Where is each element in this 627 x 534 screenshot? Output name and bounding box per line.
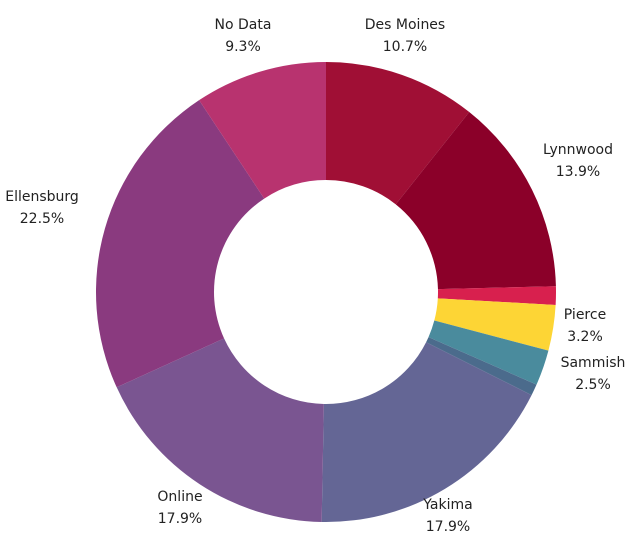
donut-segment (199, 62, 326, 199)
segment-label: Pierce (564, 307, 606, 323)
segment-label: Ellensburg (5, 189, 79, 205)
segment-label: No Data (215, 17, 272, 33)
segment-value: 13.9% (556, 164, 600, 180)
segment-label: Online (157, 489, 202, 505)
donut-segment (116, 338, 324, 522)
donut-segment (326, 62, 470, 205)
segment-value: 22.5% (20, 211, 64, 227)
segment-label: Des Moines (365, 17, 445, 33)
segment-value: 9.3% (225, 39, 261, 55)
donut-segment (426, 337, 537, 396)
donut-segment (437, 286, 557, 305)
segment-value: 2.5% (575, 377, 611, 393)
donut-segment (395, 112, 556, 290)
segment-label: Lynnwood (543, 142, 613, 158)
donut-segment (434, 298, 556, 351)
donut-segment (321, 342, 532, 523)
segment-label: Yakima (422, 497, 472, 513)
donut-segment (95, 100, 265, 388)
segment-value: 17.9% (158, 511, 202, 527)
segment-value: 10.7% (383, 39, 427, 55)
segment-label: Sammish (561, 355, 626, 371)
donut-segment (428, 320, 549, 385)
segment-value: 3.2% (567, 329, 603, 345)
segment-value: 17.9% (426, 519, 470, 534)
